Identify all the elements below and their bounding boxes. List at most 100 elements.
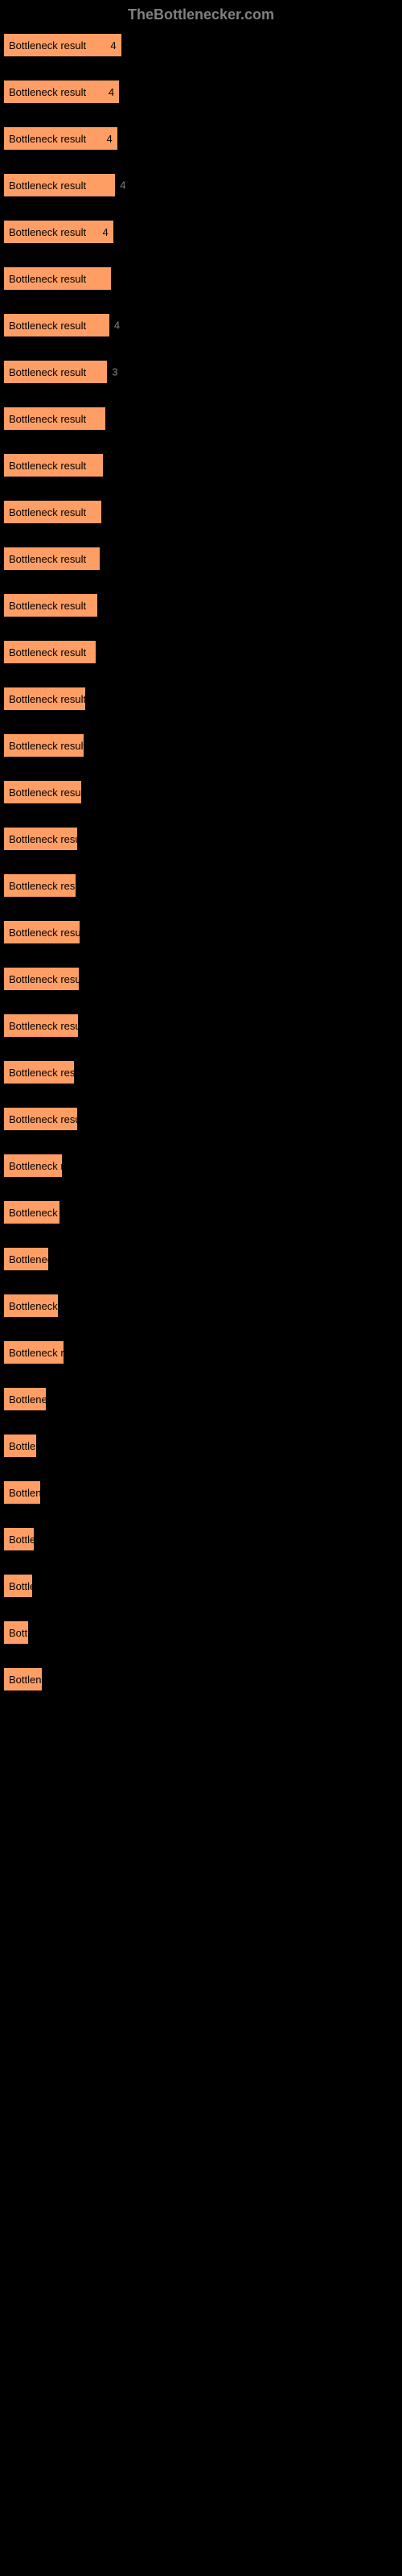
bar-label: Bottleneck result	[4, 1674, 42, 1686]
bar: Bottleneck result	[3, 687, 86, 711]
bar-row: Bottleneck result	[3, 1340, 399, 1364]
bar-label: Bottleneck result	[4, 1067, 74, 1079]
bar-label: Bottleneck result	[4, 39, 86, 52]
bar-row: Bottleneck result	[3, 1294, 399, 1318]
bar-row: Bottleneck result	[3, 640, 399, 664]
bar-row: Bottleneck result	[3, 827, 399, 851]
bar: Bottleneck result	[3, 1013, 79, 1038]
bottleneck-chart: Bottleneck result 4 Bottleneck result 4 Bott…	[0, 33, 402, 1730]
bar-row: Bottleneck result 4	[3, 80, 399, 104]
bar: Bottleneck result	[3, 266, 112, 291]
bar-row: Bottleneck result	[3, 407, 399, 431]
bar: Bottleneck result 4	[3, 33, 122, 57]
bar: Bottleneck result4	[3, 173, 116, 197]
bar-label: Bottleneck result	[4, 646, 86, 658]
bar-value: 4	[109, 320, 120, 332]
bar-label: Bottleneck result	[4, 1113, 77, 1125]
bar-label: Bottleneck result	[4, 1580, 32, 1592]
bar-row: Bottleneck result4	[3, 173, 399, 197]
bar-label: Bottleneck result	[4, 553, 86, 565]
bar-label: Bottleneck result	[4, 86, 86, 98]
bar-row: Bottleneck result 3	[3, 360, 399, 384]
bar-label: Bottleneck result	[4, 1160, 62, 1172]
bar-label: Bottleneck result	[4, 506, 86, 518]
bar-label: Bottleneck result	[4, 1487, 40, 1499]
bar-label: Bottleneck result	[4, 973, 79, 985]
bar-label: Bottleneck result	[4, 1627, 28, 1639]
bar: Bottleneck result3	[3, 360, 108, 384]
bar: Bottleneck result	[3, 967, 80, 991]
bar: Bottleneck result	[3, 640, 96, 664]
bar: Bottleneck result	[3, 873, 76, 898]
bar-row: Bottleneck result	[3, 1434, 399, 1458]
bar: Bottleneck result	[3, 780, 82, 804]
bar: Bottleneck result	[3, 1434, 37, 1458]
bar: Bottleneck result	[3, 827, 78, 851]
bar: Bottleneck result	[3, 593, 98, 617]
bar-label: Bottleneck result	[4, 133, 86, 145]
bar-row: Bottleneck result	[3, 733, 399, 758]
bar-label: Bottleneck result	[4, 460, 86, 472]
bar-label: Bottleneck result	[4, 273, 86, 285]
bar: Bottleneck result	[3, 1667, 43, 1691]
bar-label: Bottleneck result	[4, 786, 81, 799]
bar-label: Bottleneck result	[4, 740, 84, 752]
bar: Bottleneck result	[3, 453, 104, 477]
bar-row: Bottleneck result	[3, 1013, 399, 1038]
bar-row: Bottleneck result	[3, 266, 399, 291]
bar-label: Bottleneck result	[4, 1253, 48, 1265]
bar-label: Bottleneck result	[4, 366, 86, 378]
bar-row: Bottleneck result	[3, 873, 399, 898]
bar: Bottleneck result4	[3, 313, 110, 337]
bar-label: Bottleneck result	[4, 600, 86, 612]
bar: Bottleneck result 4	[3, 220, 114, 244]
bar-row: Bottleneck result	[3, 1154, 399, 1178]
bar-row: Bottleneck result	[3, 920, 399, 944]
bar: Bottleneck result	[3, 1340, 64, 1364]
bar: Bottleneck result	[3, 1387, 47, 1411]
bar-value: 3	[107, 366, 117, 378]
bar: Bottleneck result	[3, 1620, 29, 1645]
bar-row: Bottleneck result	[3, 1060, 399, 1084]
bar-row: Bottleneck result	[3, 453, 399, 477]
bar: Bottleneck result	[3, 407, 106, 431]
bar-row: Bottleneck result	[3, 1667, 399, 1691]
bar-row: Bottleneck result	[3, 1527, 399, 1551]
bar: Bottleneck result	[3, 1480, 41, 1505]
bar-label: Bottleneck result	[4, 226, 86, 238]
bar: Bottleneck result	[3, 547, 100, 571]
bar: Bottleneck result	[3, 733, 84, 758]
bar: Bottleneck result4	[3, 126, 118, 151]
bar-row: Bottleneck result	[3, 780, 399, 804]
bar-label: Bottleneck result	[4, 1347, 64, 1359]
bar-label: Bottleneck result	[4, 1534, 34, 1546]
bar-row: Bottleneck result4	[3, 313, 399, 337]
bar-row: Bottleneck result	[3, 1247, 399, 1271]
bar-value: 4	[115, 180, 125, 192]
bar: Bottleneck result	[3, 1527, 35, 1551]
bar-label: Bottleneck result	[4, 1207, 59, 1219]
bar-row: Bottleneck result	[3, 593, 399, 617]
bar: Bottleneck result 4	[3, 80, 120, 104]
bar-row: Bottleneck result	[3, 1620, 399, 1645]
bar: Bottleneck result	[3, 1154, 63, 1178]
bar-row: Bottleneck result	[3, 1480, 399, 1505]
bar: Bottleneck result	[3, 500, 102, 524]
bar-label: Bottleneck result	[4, 927, 80, 939]
bar-row: Bottleneck result	[3, 967, 399, 991]
bar-row: Bottleneck result 4	[3, 220, 399, 244]
bar-label: Bottleneck result	[4, 1440, 36, 1452]
bar: Bottleneck result	[3, 1294, 59, 1318]
bar-label: Bottleneck result	[4, 833, 77, 845]
bar: Bottleneck result	[3, 1574, 33, 1598]
header: TheBottlenecker.com	[0, 0, 402, 33]
bar-value: 4	[103, 226, 109, 238]
bar: Bottleneck result	[3, 1200, 60, 1224]
bar: Bottleneck result	[3, 1107, 78, 1131]
bar-label: Bottleneck result	[4, 693, 85, 705]
bar-value: 4	[110, 39, 116, 52]
bar-value: 4	[109, 86, 114, 98]
bar-label: Bottleneck result	[4, 880, 76, 892]
bar-row: Bottleneck result4	[3, 126, 399, 151]
bar: Bottleneck result	[3, 920, 80, 944]
